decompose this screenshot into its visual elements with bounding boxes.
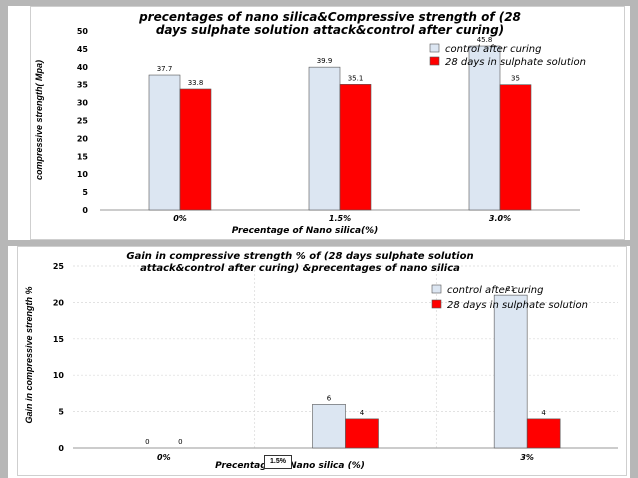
y-axis-label: Gain in compressive strength % (24, 286, 34, 423)
y-tick-label: 25 (53, 262, 65, 271)
y-tick-label: 10 (77, 170, 89, 179)
y-tick-label: 10 (53, 371, 65, 380)
bar-control (468, 45, 501, 211)
legend-entry: control after curing (447, 285, 543, 296)
bar-control (308, 66, 341, 211)
y-tick-label: 25 (77, 117, 89, 126)
data-label: 35 (511, 75, 520, 83)
data-label: 4 (541, 409, 546, 417)
category-label: 1.5% (329, 214, 351, 223)
chart-title-line: Gain in compressive strength % of (28 da… (126, 251, 473, 262)
bar-control (312, 404, 346, 449)
chart-title-line: attack&control after curing) &precentage… (140, 263, 460, 274)
chart-title-line: days sulphate solution attack&control af… (156, 23, 504, 37)
data-label: 33.8 (188, 79, 204, 87)
y-tick-label: 30 (77, 99, 89, 108)
bar-sulphate (499, 84, 532, 211)
legend-swatch (431, 299, 442, 309)
y-tick-label: 45 (77, 45, 89, 54)
slide-top-border (0, 0, 638, 6)
category-label-box: 1.5% (264, 455, 292, 469)
category-label: 0% (157, 453, 171, 462)
data-label: 0 (145, 438, 149, 446)
bar-sulphate (179, 88, 212, 211)
y-axis-label: compressive strength( Mpa) (34, 60, 44, 180)
y-tick-label: 35 (77, 81, 89, 90)
bar-sulphate (345, 418, 379, 449)
legend-swatch (431, 284, 442, 294)
legend-swatch (429, 43, 440, 53)
y-tick-label: 40 (77, 63, 89, 72)
data-label: 45.8 (477, 36, 493, 44)
y-tick-label: 15 (53, 335, 65, 344)
slide-separator (0, 240, 638, 246)
data-label: 4 (360, 409, 365, 417)
y-tick-label: 5 (82, 188, 88, 197)
data-label: 35.1 (348, 74, 364, 82)
y-tick-label: 0 (58, 444, 64, 453)
category-label: 3.0% (489, 214, 511, 223)
data-label: 39.9 (317, 57, 333, 65)
y-tick-label: 20 (77, 134, 89, 143)
y-tick-label: 5 (58, 408, 64, 417)
category-label: 0% (173, 214, 187, 223)
y-tick-label: 0 (82, 206, 88, 215)
data-label: 21 (506, 285, 515, 293)
y-tick-label: 50 (77, 27, 89, 36)
y-tick-label: 20 (53, 298, 65, 307)
bar-control (493, 294, 528, 449)
legend-entry: control after curing (445, 44, 541, 55)
chart-title-line: precentages of nano silica&Compressive s… (138, 10, 521, 24)
bar-sulphate (339, 84, 372, 211)
data-label: 0 (178, 438, 182, 446)
y-tick-label: 15 (77, 152, 89, 161)
category-label: 3% (520, 453, 534, 462)
data-label: 6 (327, 394, 332, 402)
x-axis-label: Precentage of Nano silica(%) (232, 226, 379, 236)
data-label: 37.7 (157, 65, 173, 73)
legend-entry: 28 days in sulphate solution (447, 300, 588, 311)
legend-swatch (429, 56, 440, 66)
bar-sulphate (526, 418, 561, 449)
legend-entry: 28 days in sulphate solution (445, 57, 586, 68)
